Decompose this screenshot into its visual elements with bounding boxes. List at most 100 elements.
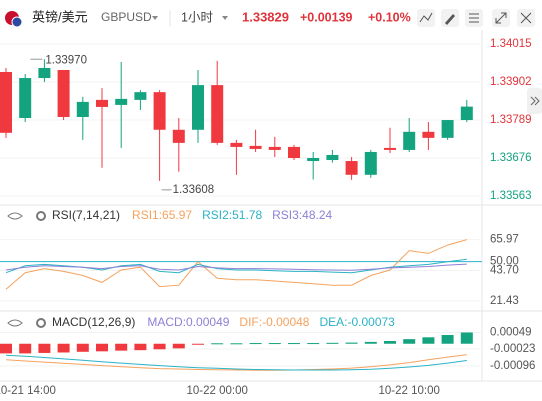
flag-icon [11,16,23,28]
candle-body [307,158,320,162]
candle-body [192,85,204,130]
price-change: +0.00139 [300,10,353,24]
candle-body [403,131,416,150]
histogram-bar [384,340,396,344]
legend-entry: RSI3:48.24 [272,208,332,222]
symbol-name[interactable]: 英镑/美元 [32,9,88,24]
histogram-bar [211,343,224,345]
sidebar [527,88,542,114]
fullscreen-icon [495,12,507,24]
legend-entry: RSI1:65.97 [132,208,192,222]
plot-area [0,43,482,371]
candle-body [422,131,435,138]
eye-icon[interactable] [7,319,23,327]
histogram-bar [153,343,166,350]
legend-entry: MACD:0.00049 [147,315,229,329]
histogram-bar [19,343,32,354]
histogram-bar [57,343,70,353]
candle-body [441,120,454,138]
candle-body [384,147,396,150]
histogram-bar [326,342,339,344]
y-tick-label: -0.00096 [490,360,535,372]
indicator-icon [419,12,433,23]
y-tick-label: 1.33676 [490,152,532,164]
header: 英镑/美元 GBPUSD 1小时 1.33829 +0.00139 +0.10% [5,9,535,28]
indicator-line [5,239,467,290]
candle-body [76,101,89,118]
y-tick-label: 1.34015 [490,38,532,50]
pane-title: RSI(7,14,21) [52,208,120,222]
legend-entry: RSI2:51.78 [202,208,262,222]
dropdown-caret[interactable] [152,16,158,20]
histogram-bar [441,335,454,344]
close-icon [520,12,532,24]
y-tick-label: 50.00 [490,256,519,268]
y-tick-label: 1.33902 [490,76,532,88]
candle-body [268,146,281,150]
settings-icon [469,13,479,23]
candle-body [96,99,108,107]
price-change-percent: +0.10% [368,10,411,24]
draw-icon [445,14,455,25]
collapse-icon [530,96,540,106]
histogram-bar [230,343,243,345]
pane-title: MACD(12,26,9) [52,315,135,329]
legend-entry: DEA:-0.00073 [319,315,395,329]
interval[interactable]: 1小时 [181,10,213,24]
histogram-bar [307,343,320,345]
histogram-bar [288,343,300,345]
candle-body [326,154,339,161]
histogram-bar [460,332,473,344]
candle-body [115,98,128,105]
histogram-bar [76,343,89,352]
histogram-bar [134,343,147,351]
histogram-bar [38,343,51,353]
gear-icon[interactable] [36,318,46,328]
histogram-bar [268,343,281,345]
histogram-bar [364,341,377,344]
y-tick-label: 21.43 [490,295,519,307]
indicator-line [5,354,467,371]
y-tick-label: -0.00023 [490,343,535,355]
y-tick-label: 43.70 [490,264,519,276]
indicator-line [5,354,467,371]
x-tick-label: 10-22 00:00 [187,385,248,397]
indicator-line [5,263,467,271]
y-tick-label: 65.97 [490,234,519,246]
dropdown-caret[interactable] [222,16,228,20]
gear-icon[interactable] [36,211,46,221]
histogram-bar [422,337,435,344]
histogram-bar [345,342,358,344]
candle-body [364,151,377,175]
x-tick-label: 10-21 14:00 [0,385,56,397]
candle-body [211,85,224,143]
candle-body [153,92,166,130]
last-price: 1.33829 [242,9,289,24]
histogram-bar [403,339,416,344]
candle-body [249,145,262,149]
y-tick-label: 1.33563 [490,190,532,202]
histogram-bar [96,343,108,352]
symbol-code[interactable]: GBPUSD [101,10,152,24]
eye-icon[interactable] [7,212,23,220]
candle-body [57,69,70,118]
histogram-bar [249,343,262,345]
annotation: 1.33970 [45,54,87,66]
histogram-bar [115,343,128,351]
candle-body [19,78,32,119]
y-tick-label: 0.00049 [490,327,532,339]
candle-body [172,129,185,143]
candle-body [460,106,473,121]
pane-tools [7,211,46,328]
legend-entry: DIF:-0.00048 [239,315,309,329]
histogram-bar [172,343,185,349]
candle-body [345,161,358,175]
candle-body [38,67,51,79]
candle-body [288,146,300,159]
histogram-bar [192,343,204,345]
histogram-bar [0,343,12,354]
annotation: 1.33608 [173,184,215,196]
x-tick-label: 10-22 10:00 [379,385,440,397]
y-tick-label: 1.33789 [490,114,532,126]
